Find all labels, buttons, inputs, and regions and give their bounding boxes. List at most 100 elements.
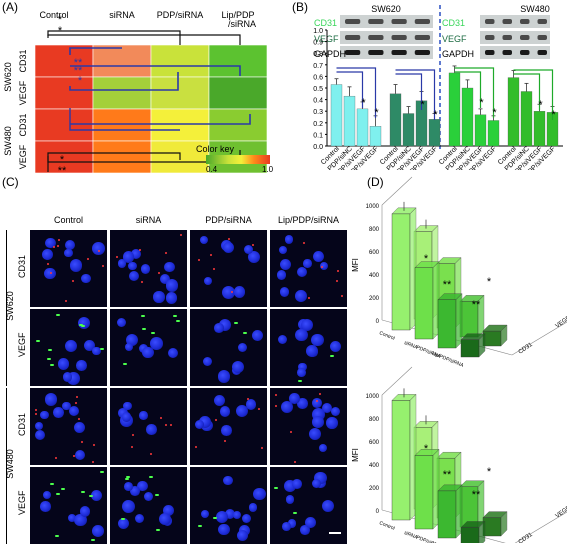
- cell-nucleus: [92, 346, 101, 356]
- vegf-signal: [55, 492, 60, 495]
- micrograph-row-label: VEGF: [17, 489, 27, 515]
- cell-nucleus: [40, 501, 51, 512]
- heatmap-cell: [150, 44, 210, 78]
- sig-star: *: [551, 109, 556, 121]
- western-blot-band: [345, 50, 361, 55]
- heatmap-col-label: Control: [39, 10, 68, 20]
- cell-nucleus: [68, 405, 80, 417]
- cd31-signal: [165, 424, 168, 427]
- heatmap-cell: [34, 76, 94, 110]
- panel-a: (A) Control siRNA PDP/siRNA Lip/PDP/siRNA CD…: [0, 0, 290, 175]
- bar-3d-front: [482, 517, 502, 537]
- cell-nucleus: [128, 270, 140, 281]
- x-tick-label: Lip/PDP/siRNA: [431, 351, 465, 370]
- cell-nucleus: [217, 369, 231, 383]
- vegf-signal: [330, 355, 335, 358]
- cell-nucleus: [69, 259, 83, 272]
- fluorescence-micrograph: [270, 309, 347, 386]
- sig-star: **: [443, 279, 452, 291]
- sig-star: *: [487, 466, 492, 478]
- cd31-signal: [131, 434, 134, 437]
- blot-label: GAPDH: [314, 49, 346, 59]
- western-blot-band: [520, 35, 530, 40]
- sig-star: *: [420, 99, 425, 111]
- cell-nucleus: [219, 406, 231, 417]
- vegf-signal: [100, 348, 105, 351]
- cd31-signal: [50, 271, 53, 274]
- panel-c-label: (C): [2, 175, 19, 189]
- fluorescence-micrograph: [110, 230, 187, 307]
- sig-star: **: [472, 489, 481, 501]
- cell-nucleus: [311, 479, 321, 489]
- y-tick-label: 0.0: [313, 144, 323, 151]
- panel-a-heatmap: Control siRNA PDP/siRNA Lip/PDP/siRNA CD31 VE…: [3, 10, 274, 175]
- western-blot-band: [537, 50, 547, 55]
- cell-nucleus: [319, 444, 328, 453]
- cell-nucleus: [92, 524, 104, 537]
- cell-nucleus: [244, 244, 254, 255]
- western-blot-band: [502, 19, 512, 24]
- western-blot-band: [391, 19, 407, 24]
- cell-nucleus: [248, 503, 258, 513]
- bar: [461, 87, 474, 147]
- cd31-signal: [47, 262, 50, 265]
- cell-nucleus: [76, 360, 87, 371]
- bar-3d-front: [437, 490, 457, 539]
- cell-nucleus: [143, 492, 154, 502]
- cell-nucleus: [221, 286, 235, 300]
- bar: [487, 120, 500, 147]
- bar: [520, 91, 533, 147]
- vegf-signal: [297, 380, 302, 383]
- axis-frame: [514, 511, 567, 543]
- cd31-signal: [149, 453, 152, 456]
- cell-nucleus: [330, 407, 341, 417]
- cell-nucleus: [165, 292, 178, 304]
- vegf-signal: [140, 315, 145, 318]
- fluorescence-micrograph: [110, 388, 187, 465]
- vegf-signal: [55, 534, 60, 537]
- cell-nucleus: [297, 266, 308, 278]
- cd31-signal: [75, 401, 78, 404]
- cd31-signal: [228, 237, 231, 240]
- cell-nucleus: [64, 248, 73, 258]
- bar: [507, 77, 520, 147]
- cell-nucleus: [195, 419, 205, 429]
- micrograph-row-label: VEGF: [17, 331, 27, 357]
- y-tick-label: 400: [369, 463, 380, 469]
- cell-nucleus: [77, 317, 90, 330]
- sig-bracket: [395, 73, 423, 110]
- cell-nucleus: [140, 264, 151, 274]
- cell-nucleus: [236, 529, 249, 542]
- cell-nucleus: [167, 347, 178, 358]
- bar: [402, 113, 415, 147]
- sig-star: **: [472, 299, 481, 311]
- vegf-signal: [149, 476, 154, 479]
- sig-bracket: [454, 67, 495, 118]
- cell-nucleus: [312, 398, 322, 409]
- bar: [533, 111, 546, 147]
- vegf-signal: [197, 525, 202, 528]
- western-blot-strip: [480, 15, 550, 28]
- cell-nucleus: [81, 273, 91, 284]
- vegf-signal: [122, 363, 127, 366]
- sig-star: *: [424, 443, 429, 455]
- panel-b: (B) SW620 SW480 CD31 CD31 VEGF VEGF GAPDH GAPDH…: [290, 0, 567, 170]
- y-tick-label: 200: [369, 296, 380, 302]
- sig-bracket: [513, 69, 554, 120]
- y-tick-label: 600: [369, 440, 380, 446]
- cell-nucleus: [153, 291, 165, 303]
- heatmap-cell: [92, 108, 152, 142]
- bar: [474, 114, 487, 147]
- sig-star: *: [479, 97, 484, 109]
- fluorescence-micrograph: [30, 467, 107, 544]
- bar: [330, 84, 343, 147]
- cell-nucleus: [280, 258, 292, 270]
- bar-3d-front: [482, 330, 502, 347]
- vegf-signal: [213, 516, 218, 519]
- western-blot-band: [345, 19, 361, 24]
- cd31-signal: [160, 416, 163, 419]
- y-tick-label: 0: [376, 319, 380, 325]
- cell-nucleus: [117, 518, 129, 530]
- y-axis-label: MFI: [351, 448, 360, 462]
- cell-nucleus: [276, 270, 287, 280]
